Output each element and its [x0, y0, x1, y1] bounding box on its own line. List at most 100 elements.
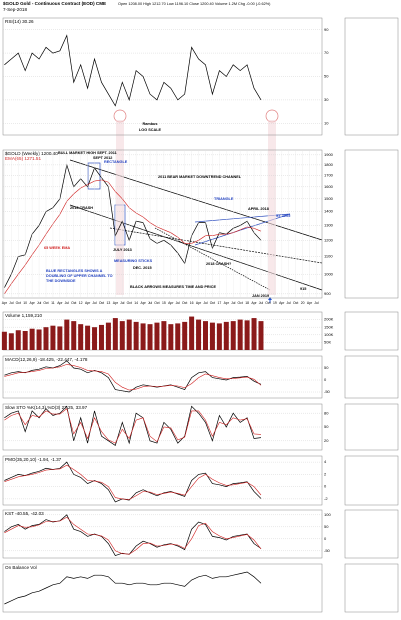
- bar: [71, 321, 77, 350]
- x-tick-label: 13: [107, 301, 111, 305]
- annotation: 2011 BEAR MARKET DOWNTREND CHANNEL: [158, 175, 242, 179]
- x-tick-label: Apr: [279, 301, 285, 305]
- bar: [57, 326, 63, 350]
- bar: [182, 321, 188, 350]
- y-tick-label: 50: [324, 424, 329, 429]
- channel-line: [69, 159, 323, 241]
- x-tick-label: Oct: [210, 301, 215, 305]
- bar: [168, 324, 174, 350]
- bar: [8, 333, 14, 350]
- x-tick-label: Apr: [196, 301, 202, 305]
- bar: [126, 319, 132, 350]
- x-tick-label: 18: [245, 301, 249, 305]
- panel-title: MACD(12,26,9) -18.425, -22.447, -4.178: [5, 357, 88, 362]
- header-date: 7-Sep-2018: [3, 7, 27, 12]
- thumb-frame: [344, 455, 399, 506]
- panel-title: PMO(35,20,10) -1.94, -1.37: [5, 457, 62, 462]
- line: [4, 34, 262, 107]
- y-tick-label: 1100: [324, 254, 333, 259]
- y-tick-label: 50: [324, 365, 329, 370]
- bar: [216, 323, 222, 350]
- line: [4, 516, 262, 555]
- x-tick-label: Jul: [231, 301, 236, 305]
- highlight: [116, 120, 124, 295]
- line: [4, 514, 262, 557]
- bar: [36, 329, 42, 350]
- panel-frame: [2, 355, 323, 399]
- y-tick-label: 900: [324, 291, 331, 296]
- panel-title: Volume 1,159,210: [5, 313, 42, 318]
- note: LOG SCALE: [139, 128, 162, 132]
- annotation: 2013 CRASH: [70, 206, 93, 210]
- x-tick-label: Jul: [37, 301, 42, 305]
- line: [4, 461, 262, 503]
- bar: [105, 322, 111, 350]
- thumb-frame: [344, 17, 399, 136]
- x-tick-label: Oct: [265, 301, 270, 305]
- panel-frame: [2, 563, 323, 613]
- x-tick-label: Apr: [113, 301, 119, 305]
- x-tick-label: 16: [190, 301, 194, 305]
- annotation: JAN 2019: [252, 294, 269, 298]
- line: [4, 179, 262, 294]
- y-tick-label: 1400: [324, 209, 334, 214]
- bar: [78, 324, 84, 350]
- y-tick-label: 100K: [324, 332, 334, 337]
- header-title: $GOLD Gold - Continuous Contract (EOD) C…: [3, 1, 106, 6]
- annotation: BLACK ARROWS MEASURES TIME AND PRICE: [130, 285, 216, 289]
- annotation: RECTANGLE: [104, 160, 128, 164]
- bar: [223, 321, 229, 350]
- x-tick-label: Oct: [293, 301, 298, 305]
- y-tick-label: 2: [324, 471, 327, 476]
- y-tick-label: 1300: [324, 222, 334, 227]
- y-tick-label: 150K: [324, 324, 334, 329]
- y-tick-label: -50: [324, 548, 331, 553]
- x-tick-label: 12: [79, 301, 83, 305]
- line: [4, 163, 262, 288]
- bar: [92, 327, 98, 350]
- annotation: 915: [300, 287, 306, 291]
- thumb-frame: [344, 403, 399, 451]
- x-tick-label: Jul: [65, 301, 70, 305]
- x-tick-label: Apr: [140, 301, 146, 305]
- annotation: APRIL 2018: [248, 207, 269, 211]
- bar: [230, 321, 236, 350]
- panel-title: Slow STO %K(14,3) %D(3) 27.25, 33.97: [5, 405, 88, 410]
- y-tick-label: 50: [324, 74, 329, 79]
- x-tick-label: Jul: [287, 301, 292, 305]
- thumb-frame: [344, 563, 399, 613]
- y-tick-label: 1200: [324, 237, 334, 242]
- y-tick-label: -50: [324, 389, 331, 394]
- bar: [85, 325, 91, 350]
- bar: [1, 331, 7, 350]
- annotation: THE DOWNSIDE: [46, 279, 76, 283]
- annotation: 2018 CRASH?: [206, 262, 232, 266]
- annotation: DEC. 2015: [133, 266, 152, 270]
- y-tick-label: 1700: [324, 173, 334, 178]
- bar: [15, 330, 21, 350]
- annotation: DOUBLING OF UPPER CHANNEL TO: [46, 274, 113, 278]
- bar: [29, 328, 35, 350]
- x-tick-label: Jul: [314, 301, 319, 305]
- channel-line: [69, 204, 323, 291]
- x-tick-label: Jul: [120, 301, 125, 305]
- y-tick-label: 90: [324, 27, 329, 32]
- x-tick-label: Oct: [43, 301, 48, 305]
- x-tick-label: Jul: [148, 301, 153, 305]
- panel-title: On Balance Vol: [5, 565, 37, 570]
- annotation: SEPT 2012: [93, 156, 112, 160]
- x-tick-label: Oct: [238, 301, 243, 305]
- line: [4, 408, 262, 444]
- highlight: [268, 120, 276, 295]
- line: [4, 405, 262, 446]
- x-tick-label: Oct: [154, 301, 159, 305]
- x-tick-label: Oct: [71, 301, 76, 305]
- bar: [251, 318, 257, 350]
- x-tick-label: Jul: [203, 301, 208, 305]
- bar: [133, 321, 139, 350]
- annotation: MEASURING STICKS: [114, 259, 153, 263]
- bar: [98, 324, 104, 350]
- x-tick-label: Jul: [259, 301, 264, 305]
- arrow: [268, 297, 272, 303]
- bar: [209, 322, 215, 350]
